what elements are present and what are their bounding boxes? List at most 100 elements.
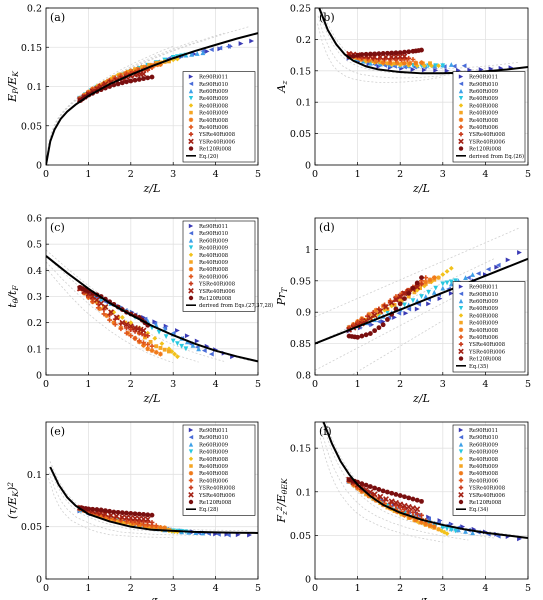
legend-marker: [458, 471, 464, 476]
data-point: [86, 506, 91, 512]
data-point: [119, 80, 125, 86]
legend-label: Re40Ri008: [469, 313, 498, 319]
simulation-trace: [315, 258, 495, 344]
legend-fit-label: Eq.(28): [199, 506, 218, 513]
data-point: [115, 81, 121, 87]
data-point: [132, 77, 138, 83]
data-point: [402, 494, 407, 500]
series-re120ri008: [77, 505, 155, 518]
legend-label: Re60Ri009: [469, 442, 498, 448]
data-point: [419, 281, 424, 287]
x-tick-label: 0: [43, 379, 49, 390]
data-point: [367, 331, 373, 336]
data-point: [448, 265, 454, 271]
data-point: [371, 312, 378, 319]
data-point: [102, 305, 106, 309]
data-point: [372, 328, 378, 334]
data-point: [397, 301, 403, 307]
data-point: [385, 489, 390, 495]
plot-area: [46, 249, 258, 364]
x-tick-label: 2: [128, 169, 134, 180]
legend-marker: [188, 103, 194, 108]
data-point: [453, 528, 458, 534]
simulation-trace: [46, 261, 199, 363]
data-point: [138, 522, 144, 527]
data-point: [175, 341, 180, 346]
y-tick-label: 0.2: [27, 4, 42, 15]
x-tick-label: 2: [128, 379, 134, 390]
data-point: [194, 338, 200, 344]
legend-marker: [458, 485, 464, 490]
data-point: [179, 343, 185, 349]
data-point: [363, 51, 369, 57]
simulation-trace: [49, 466, 225, 534]
y-tick-label: 0.1: [296, 487, 311, 498]
data-point: [129, 520, 135, 525]
legend-label: Re40Ri006: [199, 125, 228, 131]
y-axis-label: tθ/tF: [6, 285, 20, 308]
data-point: [249, 38, 255, 44]
fit-curve: [46, 255, 258, 363]
legend-box: [182, 220, 256, 312]
data-point: [376, 319, 382, 325]
data-point: [495, 262, 501, 268]
data-point: [159, 341, 165, 346]
legend-marker: [189, 110, 193, 115]
legend: Re90Ri011Re90Ri010Re60Ri009Re40Ri009Re40…: [452, 424, 526, 516]
data-point: [366, 321, 372, 327]
legend-marker: [188, 442, 194, 447]
data-point: [167, 59, 171, 64]
legend-label: Re40Ri008: [469, 103, 498, 109]
legend-label: Re40Ri006: [469, 125, 498, 131]
legend-label: Re40Ri009: [469, 450, 498, 456]
data-point: [201, 348, 207, 353]
data-point: [175, 56, 180, 62]
data-point: [140, 70, 147, 77]
data-point: [433, 63, 439, 69]
data-point: [444, 280, 450, 286]
data-point: [392, 302, 397, 307]
legend-label: Re40Ri006: [199, 274, 228, 280]
legend-marker: [189, 260, 193, 264]
data-point: [145, 342, 151, 347]
legend-label: Re90Ri010: [469, 82, 498, 88]
legend-marker: [458, 96, 464, 101]
data-point: [383, 496, 389, 503]
x-tick-label: 3: [440, 169, 446, 180]
data-point: [107, 508, 112, 514]
data-point: [124, 79, 129, 85]
data-point: [433, 67, 439, 73]
data-point: [175, 354, 180, 360]
data-point: [419, 519, 424, 525]
data-point: [427, 522, 433, 528]
legend-marker: [188, 81, 194, 86]
x-axis-label: z/L: [143, 182, 161, 195]
legend-box: [452, 281, 526, 373]
data-point: [158, 351, 163, 357]
data-point: [141, 76, 146, 82]
data-point: [149, 512, 155, 518]
legend-label: Re90Ri011: [469, 428, 498, 434]
x-axis-label: z/L: [143, 596, 161, 600]
data-point: [431, 275, 437, 281]
data-point: [393, 503, 399, 509]
data-point: [208, 47, 214, 53]
data-point: [478, 67, 484, 72]
x-tick-label: 3: [440, 583, 446, 594]
legend-label: Re40Ri008: [199, 457, 228, 463]
y-tick-label: 0.6: [27, 214, 42, 225]
x-axis-label: z/L: [412, 392, 430, 405]
panel-label: (c): [50, 221, 65, 234]
legend-label: Re40Ri009: [469, 111, 498, 117]
x-tick-label: 4: [482, 169, 488, 180]
data-point: [416, 301, 422, 307]
data-point: [133, 67, 137, 72]
y-tick-label: 0.05: [21, 522, 42, 533]
simulation-trace: [48, 478, 174, 538]
data-point: [94, 299, 99, 304]
data-point: [465, 275, 471, 281]
legend-label: Re40Ri008: [199, 118, 228, 124]
data-point: [448, 290, 454, 296]
data-point: [141, 340, 146, 346]
data-point: [175, 328, 180, 333]
